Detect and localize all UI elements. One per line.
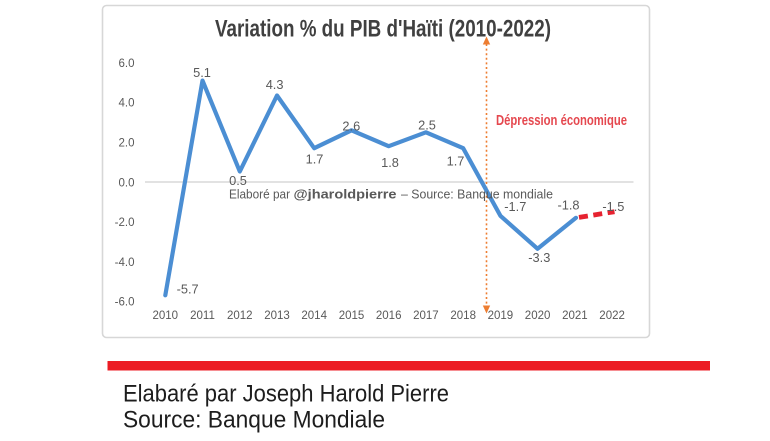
svg-text:Variation % du PIB d'Haïti (20: Variation % du PIB d'Haïti (2010-2022) (215, 16, 551, 43)
svg-text:2016: 2016 (376, 310, 402, 322)
svg-text:2.5: 2.5 (418, 118, 436, 133)
svg-text:2011: 2011 (190, 310, 215, 322)
svg-text:5.1: 5.1 (193, 65, 211, 80)
svg-text:-2.0: -2.0 (115, 217, 135, 229)
svg-text:2017: 2017 (413, 310, 439, 322)
svg-text:Dépression économique: Dépression économique (496, 113, 627, 129)
svg-text:-1.5: -1.5 (602, 199, 624, 214)
svg-text:2015: 2015 (339, 310, 365, 322)
svg-text:1.7: 1.7 (306, 152, 324, 167)
svg-text:4.3: 4.3 (266, 77, 284, 92)
svg-text:0.5: 0.5 (229, 173, 247, 188)
svg-text:2021: 2021 (562, 310, 588, 322)
svg-text:2014: 2014 (301, 310, 327, 322)
svg-text:– Source: Banque mondiale: – Source: Banque mondiale (401, 187, 553, 202)
svg-text:2018: 2018 (450, 310, 476, 322)
svg-text:0.0: 0.0 (119, 177, 135, 189)
svg-text:2020: 2020 (525, 310, 551, 322)
svg-text:-6.0: -6.0 (115, 297, 135, 309)
svg-text:6.0: 6.0 (119, 58, 135, 70)
svg-text:-1.7: -1.7 (504, 199, 526, 214)
svg-text:2013: 2013 (264, 310, 290, 322)
svg-text:2019: 2019 (488, 310, 514, 322)
svg-text:2.0: 2.0 (119, 138, 135, 150)
svg-text:Elabaré par Joseph Harold Pier: Elabaré par Joseph Harold Pierre (123, 380, 449, 407)
svg-text:2.6: 2.6 (342, 119, 360, 134)
svg-text:-5.7: -5.7 (177, 282, 199, 297)
svg-text:Source: Banque Mondiale: Source: Banque Mondiale (123, 407, 385, 434)
svg-text:2010: 2010 (153, 310, 179, 322)
svg-text:@jharoldpierre: @jharoldpierre (294, 187, 397, 202)
svg-text:1.8: 1.8 (381, 155, 399, 170)
svg-text:1.7: 1.7 (447, 154, 465, 169)
svg-text:-1.8: -1.8 (557, 198, 579, 213)
svg-text:2012: 2012 (227, 310, 253, 322)
svg-text:Elaboré par: Elaboré par (229, 187, 291, 202)
svg-text:4.0: 4.0 (119, 98, 135, 110)
svg-text:2022: 2022 (599, 310, 625, 322)
svg-text:-3.3: -3.3 (528, 250, 550, 265)
svg-text:-4.0: -4.0 (115, 257, 135, 269)
